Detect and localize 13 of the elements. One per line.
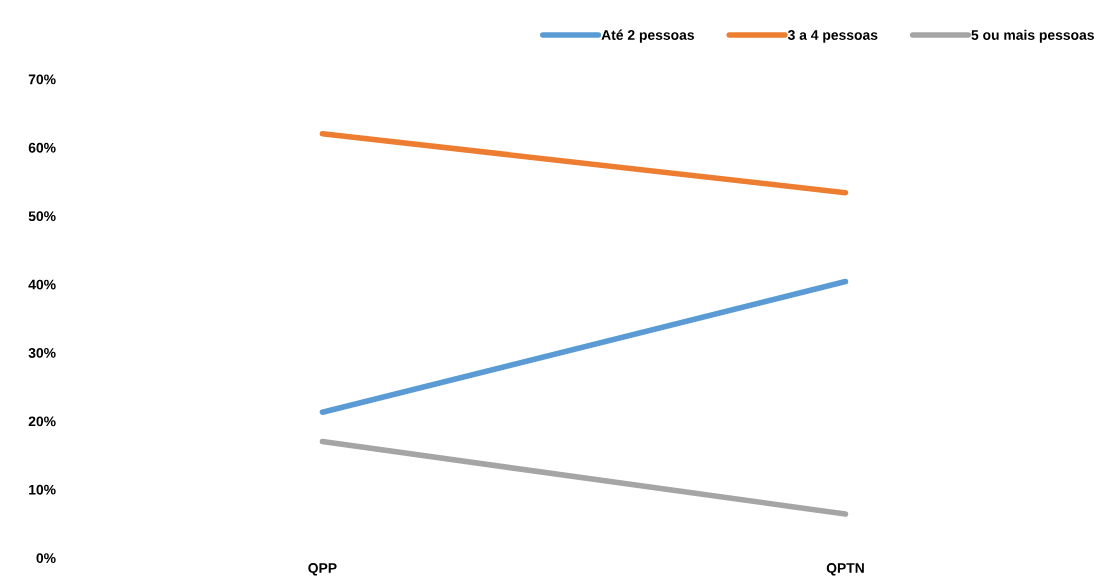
y-tick-label: 20% (28, 416, 56, 427)
y-tick-label: 10% (29, 484, 56, 495)
y-tick-label: 40% (28, 279, 56, 290)
legend-label: 5 ou mais pessoas (971, 29, 1094, 43)
y-tick-label: 0% (36, 553, 56, 564)
y-tick-label: 60% (28, 142, 56, 153)
y-tick-label: 50% (28, 211, 56, 222)
x-tick-label: QPTN (826, 563, 864, 576)
x-tick-label: QPP (308, 563, 337, 576)
legend-label: Até 2 pessoas (601, 29, 694, 43)
legend-label: 3 a 4 pessoas (787, 30, 878, 43)
y-tick-label: 70% (28, 74, 56, 85)
y-tick-label: 30% (28, 348, 56, 358)
